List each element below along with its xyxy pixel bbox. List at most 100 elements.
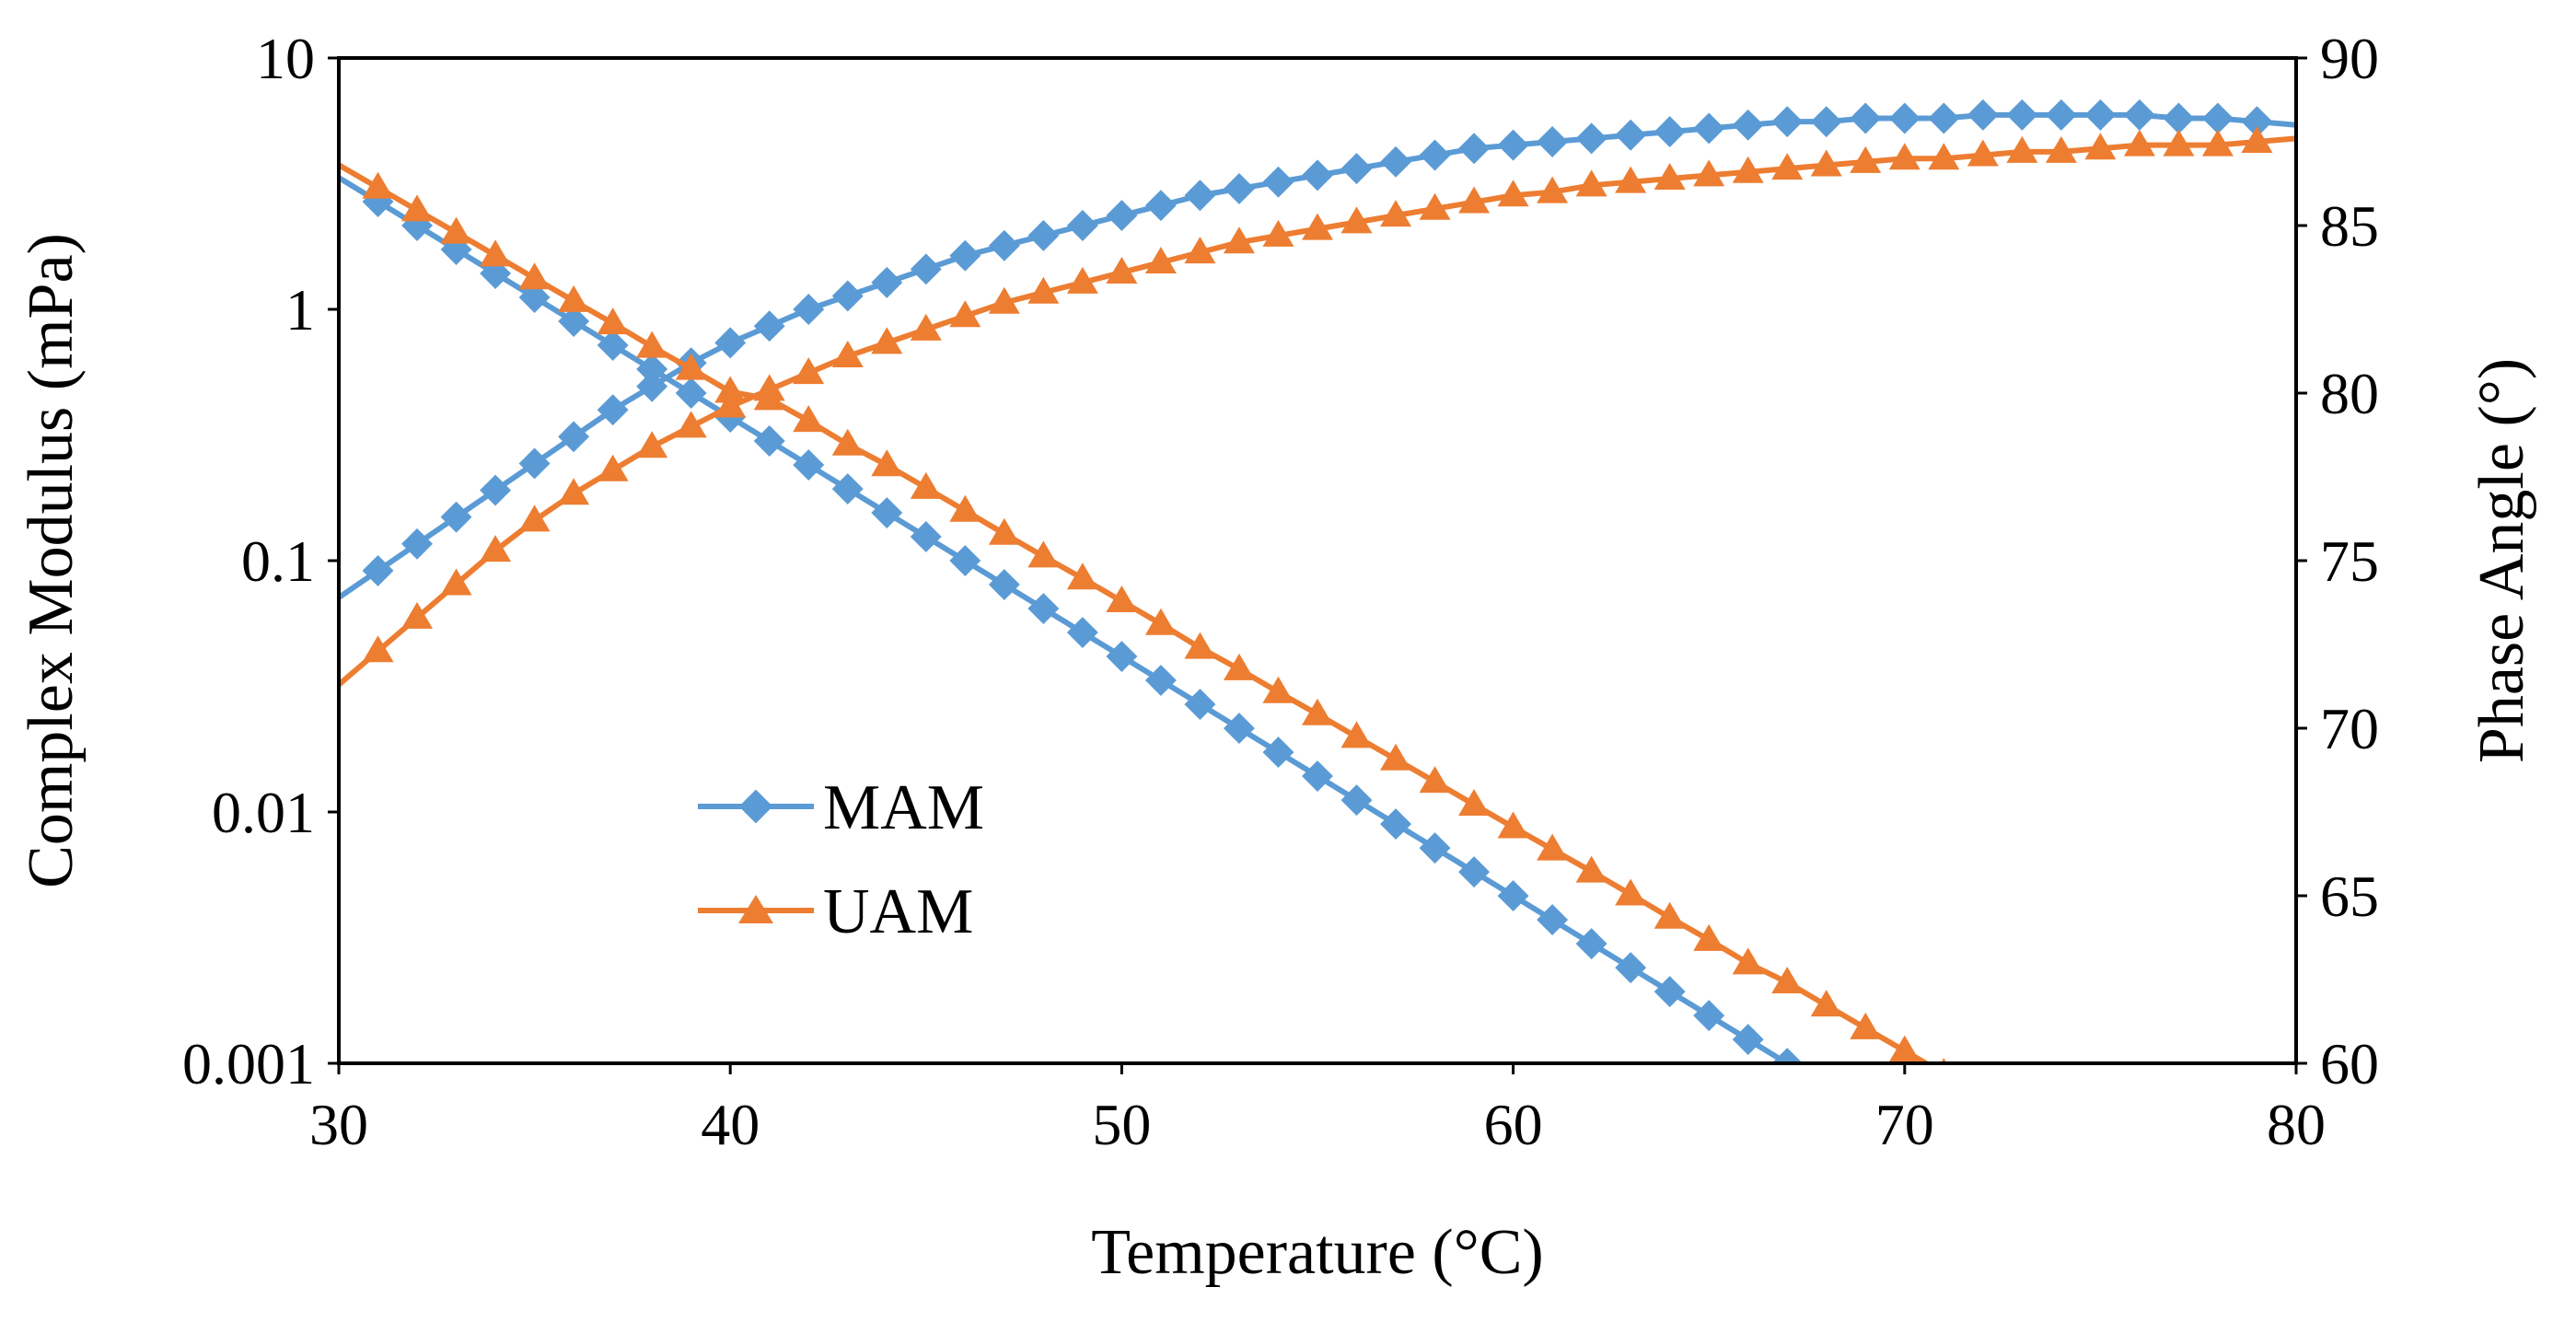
data-point-uam — [440, 216, 472, 244]
data-point-mam — [1771, 106, 1804, 138]
tick-layer: 30 40 50 60 70 80 0.001 0.01 0.1 1 10 60 65 70 75 80 85 9… — [182, 26, 2379, 1157]
data-point-uam — [988, 517, 1020, 545]
data-point-uam — [949, 300, 981, 328]
data-point-uam — [1302, 213, 1333, 240]
data-point-uam — [2163, 129, 2195, 157]
data-point-uam — [1340, 721, 1373, 748]
data-point-mam — [1497, 129, 1529, 161]
data-point-mam — [518, 282, 551, 313]
data-point-uam — [1575, 855, 1607, 883]
data-point-uam — [518, 262, 551, 290]
data-point-uam — [831, 428, 864, 456]
data-point-mam — [1537, 904, 1569, 936]
x-axis-title: Temperature (°C) — [1091, 1217, 1543, 1288]
data-point-uam — [2241, 126, 2273, 153]
data-point-uam — [1458, 186, 1491, 214]
data-point-mam — [1380, 145, 1412, 178]
data-point-mam — [871, 497, 903, 529]
data-point-mam — [1693, 112, 1725, 145]
data-point-uam — [1615, 166, 1647, 193]
data-point-mam — [1537, 126, 1569, 157]
data-point-mam — [1654, 976, 1686, 1008]
y-right-tick-label: 65 — [2320, 864, 2379, 929]
data-point-uam — [401, 601, 434, 629]
data-point-uam — [1144, 608, 1177, 635]
y-left-tick-label: 0.001 — [182, 1031, 315, 1096]
data-point-mam — [558, 306, 590, 338]
legend-marker-uam — [738, 895, 773, 923]
data-point-mam — [1184, 689, 1216, 721]
data-point-uam — [1262, 219, 1294, 247]
data-point-mam — [1340, 153, 1373, 185]
data-point-mam — [988, 229, 1020, 261]
data-point-uam — [1888, 143, 1920, 170]
y-axis-left-title: Complex Modulus (mPa) — [16, 233, 87, 888]
data-point-uam — [1810, 149, 1842, 177]
y-right-tick-label: 90 — [2320, 26, 2379, 91]
data-point-uam — [831, 340, 864, 367]
y-left-tick-label: 1 — [285, 277, 315, 342]
data-point-uam — [362, 171, 394, 199]
data-point-uam — [793, 357, 825, 385]
x-tick-label: 70 — [1875, 1092, 1934, 1157]
data-point-mam — [597, 330, 629, 361]
y-right-tick-label: 80 — [2320, 361, 2379, 426]
data-point-mam — [1458, 133, 1491, 165]
data-point-uam — [1302, 698, 1333, 725]
data-point-uam — [1575, 169, 1607, 197]
data-point-mam — [831, 473, 864, 505]
data-point-mam — [793, 449, 825, 481]
data-point-mam — [1262, 166, 1294, 198]
data-point-mam — [753, 310, 785, 342]
data-point-mam — [1693, 1000, 1725, 1032]
data-point-mam — [714, 327, 747, 359]
series-layer — [339, 99, 2296, 1063]
data-point-uam — [636, 431, 668, 458]
legend-label-uam: UAM — [823, 876, 973, 947]
data-point-mam — [871, 266, 903, 298]
data-point-mam — [988, 569, 1020, 601]
data-point-mam — [362, 554, 394, 586]
data-point-mam — [1771, 1048, 1804, 1063]
series-uam-complex-modulus — [339, 162, 1947, 1063]
data-point-uam — [1027, 540, 1060, 568]
data-point-uam — [988, 286, 1020, 314]
data-point-mam — [1575, 122, 1607, 155]
data-point-mam — [1223, 172, 1255, 204]
data-point-uam — [1497, 180, 1529, 207]
x-tick-label: 50 — [1092, 1092, 1151, 1157]
data-point-uam — [1615, 878, 1647, 906]
y-right-tick-label: 85 — [2320, 193, 2379, 259]
data-point-mam — [1810, 106, 1842, 138]
data-point-mam — [1340, 784, 1373, 817]
data-point-uam — [401, 194, 434, 222]
data-point-mam — [1850, 102, 1882, 134]
data-point-mam — [1144, 665, 1177, 697]
data-point-uam — [480, 239, 512, 267]
data-point-uam — [1380, 743, 1412, 771]
data-point-mam — [1184, 180, 1216, 212]
data-point-mam — [1654, 116, 1686, 148]
data-point-uam — [2006, 135, 2038, 163]
data-point-uam — [753, 374, 785, 401]
data-point-uam — [1027, 276, 1060, 304]
data-point-uam — [1693, 159, 1725, 187]
data-point-uam — [910, 313, 942, 341]
data-point-mam — [1144, 190, 1177, 222]
data-point-uam — [1654, 163, 1686, 191]
x-tick-label: 40 — [701, 1092, 760, 1157]
data-point-uam — [1850, 1012, 1882, 1039]
data-point-mam — [1732, 1024, 1764, 1056]
data-point-mam — [558, 421, 590, 453]
data-point-uam — [2084, 133, 2117, 160]
data-point-uam — [1654, 901, 1686, 929]
data-point-mam — [1302, 760, 1333, 793]
data-point-uam — [1693, 923, 1725, 951]
data-point-mam — [636, 354, 668, 385]
data-point-mam — [949, 545, 981, 577]
data-point-mam — [401, 528, 434, 560]
data-point-mam — [1615, 952, 1647, 984]
data-point-uam — [362, 635, 394, 663]
data-point-uam — [871, 449, 903, 477]
